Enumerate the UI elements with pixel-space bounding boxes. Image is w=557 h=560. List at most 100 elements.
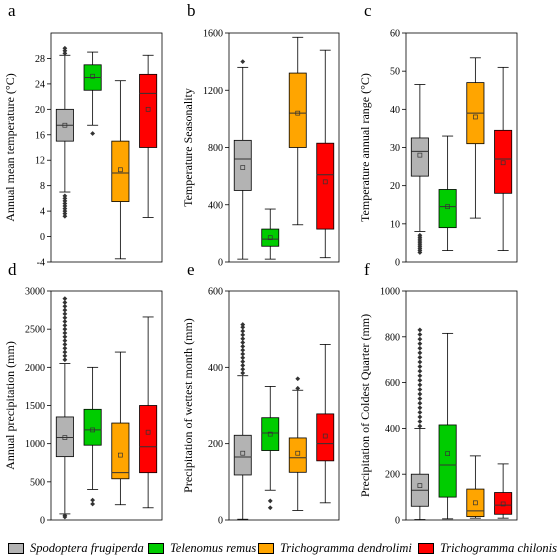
outlier-point xyxy=(267,498,273,504)
y-tick-label: 30 xyxy=(390,143,400,154)
mean-marker xyxy=(445,451,450,456)
outlier-point xyxy=(417,359,423,365)
mean-marker xyxy=(90,73,95,79)
outlier-point xyxy=(240,340,246,345)
legend-label: Trichogramma dendrolimi xyxy=(280,540,412,555)
outlier-point xyxy=(62,326,68,332)
box-trichogramma-dendrolimi xyxy=(288,376,307,511)
y-tick-label: 16 xyxy=(35,130,45,141)
outlier-point xyxy=(62,195,68,201)
iqr-box xyxy=(316,413,335,462)
y-axis-title: Precipitation of wettest month (mm) xyxy=(181,318,195,493)
y-tick-label: 500 xyxy=(30,477,45,488)
legend-item-spodoptera-frugiperda: Spodoptera frugiperda xyxy=(8,540,144,556)
y-tick-label: 0 xyxy=(218,258,223,269)
outlier-point xyxy=(240,332,246,338)
box-spodoptera-frugiperda xyxy=(410,327,429,520)
outlier-point xyxy=(62,193,68,199)
y-tick-label: 400 xyxy=(208,200,223,211)
mean-marker xyxy=(118,167,123,173)
legend-swatch-spodoptera-frugiperda xyxy=(8,542,24,554)
outlier-point xyxy=(62,198,68,204)
outlier-point xyxy=(62,48,68,54)
mean-marker xyxy=(295,110,301,116)
panel-a: a -4 0 4 8 12 16 20 24 28 Annual mean temperature … xyxy=(3,1,163,269)
legend-swatch-trichogramma-chilonis xyxy=(418,542,434,554)
iqr-box xyxy=(494,492,513,515)
mean-marker xyxy=(417,152,423,158)
outlier-point xyxy=(417,414,423,420)
y-tick-label: 200 xyxy=(208,439,223,450)
box-spodoptera-frugiperda xyxy=(55,296,74,520)
outlier-point xyxy=(417,350,423,356)
y-tick-label: 2000 xyxy=(25,363,45,374)
y-tick-label: 1600 xyxy=(203,29,223,40)
legend-label: Trichogramma chilonis xyxy=(440,540,557,555)
outlier-point xyxy=(417,419,423,424)
box-trichogramma-dendrolimi xyxy=(466,455,485,519)
outlier-point xyxy=(295,376,301,382)
iqr-box xyxy=(438,424,457,498)
mean-marker xyxy=(267,235,273,241)
y-tick-label: 1000 xyxy=(380,287,400,298)
iqr-box xyxy=(261,417,280,451)
outlier-point xyxy=(240,322,246,327)
outlier-point xyxy=(417,336,423,342)
y-tick-label: 28 xyxy=(35,54,45,65)
outlier-point xyxy=(62,307,68,313)
outlier-point xyxy=(417,232,423,238)
outlier-point xyxy=(62,311,68,317)
y-tick-label: 8 xyxy=(40,181,45,192)
box-spodoptera-frugiperda xyxy=(55,45,74,219)
legend-item-trichogramma-dendrolimi: Trichogramma dendrolimi xyxy=(258,540,412,556)
box-telenomus-remus xyxy=(83,366,102,507)
mean-marker xyxy=(240,450,246,456)
iqr-box xyxy=(494,129,513,194)
mean-marker xyxy=(90,427,95,433)
outlier-point xyxy=(240,347,246,353)
outlier-point xyxy=(90,497,96,503)
mean-marker xyxy=(62,435,68,440)
y-tick-label: 12 xyxy=(35,156,45,167)
box-trichogramma-chilonis xyxy=(139,54,158,218)
iqr-box xyxy=(111,140,130,202)
iqr-box xyxy=(316,142,335,230)
outlier-point xyxy=(240,343,246,349)
outlier-point xyxy=(417,332,423,337)
outlier-point xyxy=(417,387,423,392)
y-tick-label: 1200 xyxy=(203,86,223,97)
iqr-box xyxy=(139,405,158,474)
y-tick-label: 400 xyxy=(385,424,400,435)
mean-marker xyxy=(500,501,506,507)
panel-letter: f xyxy=(364,260,370,279)
box-telenomus-remus xyxy=(261,208,280,260)
plot-frame xyxy=(50,32,163,263)
y-tick-label: 200 xyxy=(385,470,400,481)
outlier-point xyxy=(240,336,246,342)
outlier-point xyxy=(62,315,68,321)
outlier-point xyxy=(417,382,423,388)
outlier-point xyxy=(417,391,423,397)
outlier-point xyxy=(417,409,423,415)
panel-c: c 0 10 20 30 40 50 60 Temperature annual range (… xyxy=(358,1,518,269)
plot-frame xyxy=(405,290,518,521)
box-telenomus-remus xyxy=(438,135,457,251)
legend-label: Spodoptera frugiperda xyxy=(30,540,144,555)
outlier-point xyxy=(62,342,68,347)
outlier-point xyxy=(62,319,68,324)
legend-label: Telenomus remus xyxy=(170,540,257,555)
box-telenomus-remus xyxy=(83,51,102,136)
y-tick-label: 50 xyxy=(390,67,400,78)
outlier-point xyxy=(62,322,68,328)
y-axis-title: Precipitation of Coldest Quarter (mm) xyxy=(358,314,372,497)
outlier-point xyxy=(90,131,96,136)
panel-letter: c xyxy=(364,1,372,20)
iqr-box xyxy=(288,72,307,148)
outlier-point xyxy=(62,203,68,209)
outlier-point xyxy=(62,201,68,206)
box-trichogramma-dendrolimi xyxy=(288,36,307,226)
y-tick-label: 24 xyxy=(35,79,45,90)
box-plot-panels: a -4 0 4 8 12 16 20 24 28 Annual mean temperature … xyxy=(3,1,518,527)
outlier-point xyxy=(240,359,246,365)
